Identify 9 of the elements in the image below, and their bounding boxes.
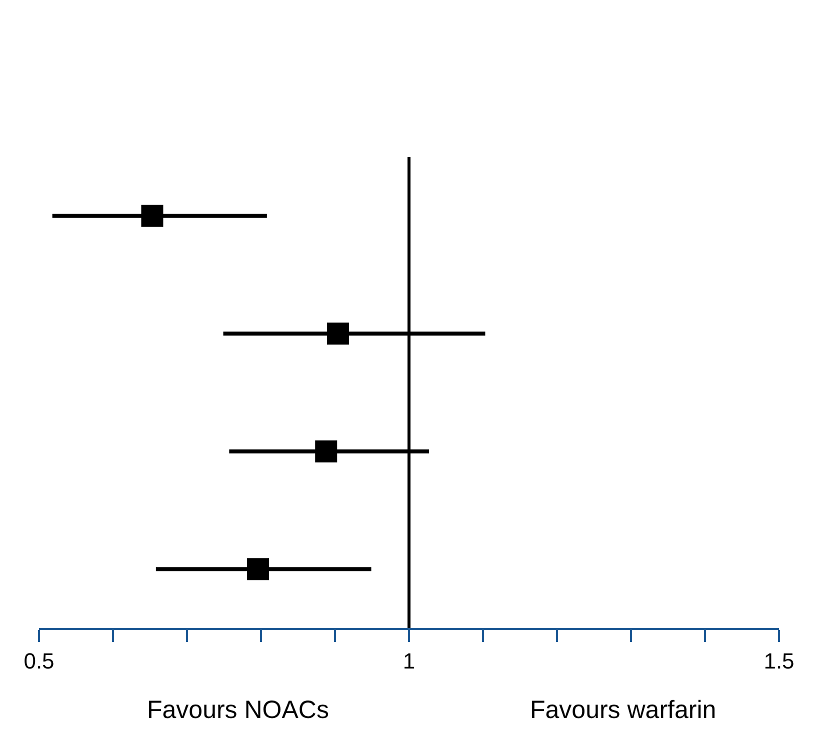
text: Favours NOACs: [147, 696, 329, 724]
text: Favours warfarin: [530, 696, 716, 724]
x-tick-label: 1.5: [764, 648, 794, 674]
point: [141, 204, 164, 227]
point: [326, 322, 349, 345]
point: [315, 440, 338, 462]
point: [247, 558, 270, 580]
x-tick-label: 1: [402, 648, 416, 674]
x-tick-label: 0.5: [24, 648, 54, 674]
